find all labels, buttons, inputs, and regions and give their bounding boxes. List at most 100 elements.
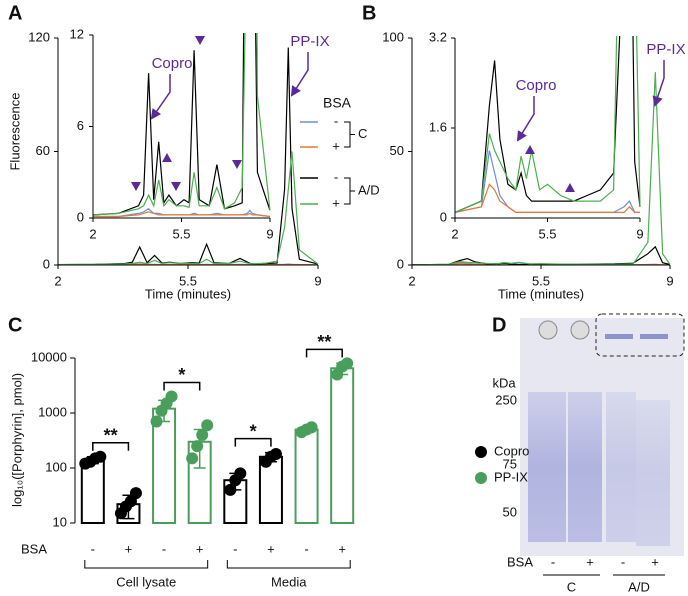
x-tick-label: 5.5 — [179, 273, 197, 288]
data-point — [191, 440, 204, 453]
annotation-arrow — [150, 74, 171, 120]
legend-label: Copro — [494, 443, 529, 458]
y-tick-label: 10 — [53, 514, 67, 529]
trace — [93, 211, 271, 218]
significance-label: ** — [317, 332, 331, 352]
x-tick-label: 9 — [636, 226, 643, 241]
trace — [455, 183, 640, 213]
x-tick-label: + — [196, 541, 204, 556]
y-tick-label: 0 — [43, 256, 50, 271]
peak-marker — [131, 182, 141, 191]
data-point — [129, 487, 142, 500]
trace — [455, 36, 641, 213]
peak-marker — [171, 182, 181, 191]
trace — [412, 72, 671, 266]
data-point — [94, 450, 107, 463]
x-tick-label: 2 — [54, 273, 61, 288]
legend-title: BSA — [323, 95, 352, 111]
x-tick-label: 9 — [666, 273, 673, 288]
data-point — [234, 467, 247, 480]
gel-lane-label: + — [651, 554, 659, 569]
x-tick-label: 9 — [266, 226, 273, 241]
group-bracket — [84, 560, 209, 569]
y-tick-label: 1.6 — [429, 119, 447, 134]
group-bracket — [226, 560, 351, 569]
y-tick-label: 0 — [440, 209, 447, 224]
panel-letter: D — [492, 314, 506, 336]
y-axis-label: Fluorescence — [7, 92, 22, 170]
gel-image — [520, 313, 685, 556]
y-axis-label: log₁₀([Porphyrin], pmol) — [9, 373, 24, 507]
y-tick-label: 60 — [36, 143, 50, 158]
group-label: Media — [271, 574, 307, 589]
data-point — [196, 428, 209, 441]
bar — [330, 367, 355, 524]
legend-group: C — [358, 126, 367, 141]
x-tick-label: 5.5 — [538, 226, 556, 241]
y-tick-label: 100 — [45, 459, 67, 474]
data-point — [341, 357, 354, 370]
x-tick-label: + — [267, 541, 275, 556]
gel-lane-title: BSA — [507, 554, 533, 569]
x-tick-label: 5.5 — [532, 273, 550, 288]
y-tick-label: 0 — [397, 256, 404, 271]
gel-marker-label: 250 — [495, 392, 517, 407]
gel-lane-label: - — [551, 554, 555, 569]
y-tick-label: 0 — [77, 209, 84, 224]
peak-marker — [232, 160, 242, 169]
x-tick-label: 2 — [451, 226, 458, 241]
annotation: PP-IX — [290, 33, 329, 50]
gel-marker-label: 75 — [503, 456, 517, 471]
annotation: Copro — [516, 77, 557, 94]
significance-bracket — [163, 381, 201, 391]
panel-letter: C — [8, 314, 22, 336]
panel-letter: B — [362, 2, 376, 24]
trace — [455, 36, 641, 213]
group-label: Cell lysate — [116, 574, 176, 589]
data-point — [201, 419, 214, 432]
y-tick-label: 12 — [70, 26, 84, 41]
y-tick-label: 1000 — [38, 404, 67, 419]
legend-label: + — [332, 195, 340, 210]
trace — [93, 208, 271, 218]
data-point — [224, 483, 237, 496]
y-tick-label: 10000 — [31, 349, 67, 364]
peak-marker — [525, 145, 535, 154]
legend-bracket — [344, 177, 355, 205]
gel-group-label: C — [567, 579, 576, 594]
x-tick-label: - — [304, 541, 308, 556]
panel-letter: A — [8, 2, 22, 24]
x-tick-label: + — [338, 541, 346, 556]
x-tick-label: - — [91, 541, 95, 556]
legend-bracket — [344, 121, 355, 148]
x-tick-label: - — [162, 541, 166, 556]
significance-label: * — [178, 365, 185, 385]
peak-marker — [565, 183, 575, 192]
x-axis-label: Time (minutes) — [498, 286, 584, 301]
trace — [93, 33, 271, 216]
legend-marker — [475, 446, 487, 458]
x-axis-label: BSA — [21, 541, 47, 556]
bar — [294, 428, 319, 524]
legend-label: + — [332, 138, 340, 153]
gel-group-label: A/D — [628, 579, 650, 594]
y-tick-label: 100 — [382, 29, 404, 44]
x-tick-label: - — [233, 541, 237, 556]
x-tick-label: 5.5 — [172, 226, 190, 241]
trace — [58, 47, 319, 266]
legend-marker — [475, 472, 487, 484]
significance-bracket — [92, 442, 130, 451]
trace — [58, 151, 319, 266]
gel-kda-label: kDa — [492, 375, 516, 390]
annotation: Copro — [152, 55, 193, 72]
x-tick-label: 2 — [89, 226, 96, 241]
y-tick-label: 3.2 — [429, 29, 447, 44]
annotation-arrow — [516, 96, 535, 142]
data-point — [305, 421, 318, 434]
x-axis-label: Time (minutes) — [145, 286, 231, 301]
significance-bracket — [305, 348, 343, 358]
legend-label: - — [334, 169, 338, 184]
y-tick-label: 120 — [28, 29, 50, 44]
